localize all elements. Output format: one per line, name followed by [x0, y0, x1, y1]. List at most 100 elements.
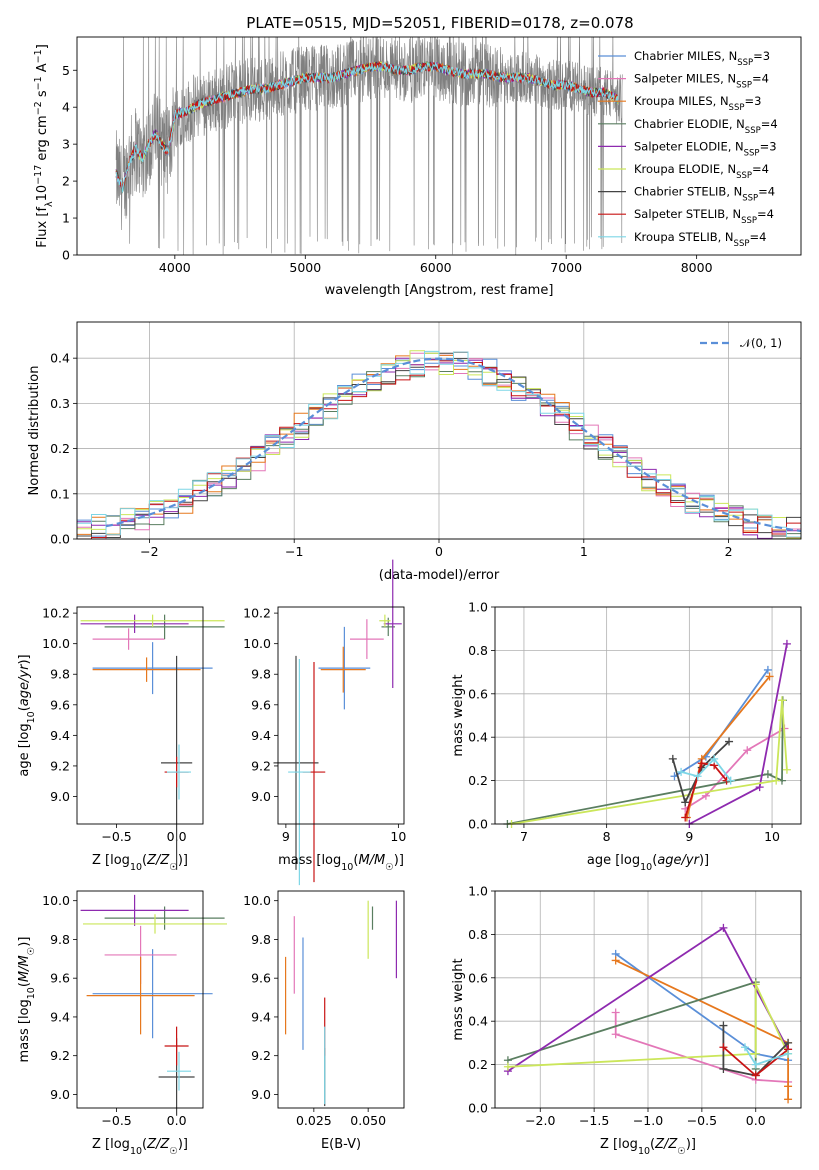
x-tick-label: 9 — [282, 829, 290, 844]
y-tick-label: 0.0 — [468, 817, 488, 832]
legend-nssp: =4 — [758, 185, 775, 199]
legend-sub: SSP — [737, 58, 753, 68]
y-tick-label: 0.4 — [468, 1014, 488, 1029]
residual-plot — [77, 350, 801, 539]
spectrum-data-line — [115, 37, 623, 255]
label-part: ( — [17, 982, 32, 987]
figure-title: PLATE=0515, MJD=52051, FIBERID=0178, z=0… — [246, 14, 633, 32]
y-axis-label: mass weight — [451, 958, 466, 1040]
legend-entry: Chabrier STELIB, NSSP=4 — [634, 185, 775, 204]
label-part: λ — [44, 201, 55, 207]
x-tick-label: 0.0 — [167, 1113, 187, 1128]
x-axis-label: E(B-V) — [321, 1137, 361, 1152]
errorbar-point — [104, 614, 225, 640]
y-tick-label: 10.0 — [243, 893, 271, 908]
mass-weight-marker — [725, 737, 734, 746]
mass-weight-line — [671, 740, 730, 805]
legend-sub: SSP — [729, 103, 745, 113]
age_vs_Z-axes: −0.5 0.09.09.29.49.69.810.010.2Z [log10(Z… — [17, 606, 225, 873]
label-part: 10 — [35, 185, 50, 202]
mass-weight-marker — [719, 1064, 728, 1073]
label-part: 10 — [26, 987, 37, 999]
mass-weight-marker — [611, 1008, 620, 1017]
mass-weight-series-0 — [670, 665, 772, 781]
y-axis-label: Flux [fλ10−17 erg cm−2 s−1 A−1] — [33, 44, 55, 248]
label-part: ( — [142, 853, 147, 868]
label-part: ( — [650, 1137, 655, 1152]
mass-weight-marker — [763, 665, 772, 674]
legend-name: Salpeter MILES, N — [634, 72, 736, 86]
errorbar-point — [164, 1026, 189, 1066]
label-part: −1 — [33, 49, 44, 63]
mass-weight-series-8 — [740, 1043, 793, 1069]
label-part: erg cm — [35, 115, 50, 164]
x-tick-label: 0.0 — [746, 1113, 766, 1128]
x-tick-label: 7000 — [550, 260, 582, 275]
x-tick-label: −2 — [140, 544, 158, 559]
errorbar-point — [86, 956, 195, 1035]
x-tick-label: −0.5 — [101, 1113, 131, 1128]
spectrum-plot — [115, 37, 623, 255]
mass-weight-marker — [697, 759, 706, 768]
spectrum-model-line-8 — [115, 61, 619, 193]
label-part: E(B-V) — [321, 1137, 361, 1152]
y-tick-label: 0 — [62, 248, 70, 263]
mass-weight-marker — [503, 1062, 512, 1071]
mass-weight-marker — [710, 754, 719, 763]
x-axis-label: (data-model)/error — [379, 568, 500, 583]
axes-frame — [76, 890, 204, 1109]
label-part: s — [35, 90, 50, 101]
y-tick-label: 0.0 — [468, 1101, 488, 1116]
label-part: Z [log — [600, 1137, 638, 1152]
mass-weight-series-3 — [503, 696, 787, 828]
label-part: )] — [686, 1137, 696, 1152]
legend-entry: Kroupa ELODIE, NSSP=4 — [634, 162, 769, 181]
y-tick-label: 9.0 — [50, 1087, 70, 1102]
legend-entry: Salpeter ELODIE, NSSP=3 — [634, 139, 777, 158]
label-part: ] — [35, 44, 50, 49]
x-tick-label: −1.5 — [579, 1113, 609, 1128]
label-part: )] — [699, 853, 709, 868]
residuals-axes: −2 −1 0 1 2 0.0 0.1 0.2 0.3 0.4 𝒩(0, 1) (data-model… — [27, 321, 802, 583]
label-part: Z [log — [92, 1137, 130, 1152]
label-part: )] — [178, 853, 188, 868]
mass-weight-marker — [743, 746, 752, 755]
axes-frame — [494, 890, 802, 1109]
y-tick-label: 5 — [62, 63, 70, 78]
x-tick-label: 5000 — [289, 260, 321, 275]
y-tick-label: 2 — [62, 174, 70, 189]
legend-sub: SSP — [734, 239, 750, 249]
x-axis-label: age [log10(age/yr)] — [587, 853, 709, 873]
y-tick-label: 9.6 — [251, 697, 271, 712]
errorbar-point — [167, 1051, 191, 1091]
label-part: )] — [394, 853, 404, 868]
y-tick-label: 0.6 — [468, 686, 488, 701]
label-part: 10 — [130, 1146, 142, 1157]
label-part: M/M — [17, 955, 32, 982]
x-tick-label: 4000 — [159, 260, 191, 275]
axes-frame — [76, 606, 204, 825]
label-part: Z/Z — [146, 1137, 170, 1152]
y-axis-label: mass weight — [451, 674, 466, 756]
label-part: −2 — [33, 101, 44, 115]
mass-weight-marker — [782, 639, 791, 648]
x-tick-label: 8 — [603, 829, 611, 844]
y-tick-label: 9.0 — [50, 789, 70, 804]
legend-nssp: =4 — [757, 207, 774, 221]
label-part: mass [log — [278, 853, 341, 868]
axes-frame — [494, 606, 802, 825]
axes-frame — [76, 321, 802, 540]
label-part: ☉ — [26, 947, 37, 956]
legend-sub: SSP — [741, 216, 757, 226]
y-tick-label: 0.0 — [50, 532, 70, 547]
y-tick-label: 9.4 — [50, 728, 70, 743]
mass-weight-line — [684, 727, 785, 810]
y-tick-label: 9.4 — [251, 728, 271, 743]
mass-weight-line — [686, 675, 771, 818]
legend-name: Kroupa STELIB, N — [634, 230, 734, 244]
label-part: age [log — [17, 723, 32, 776]
label-part: 10 — [26, 711, 37, 723]
label-part: −1 — [33, 76, 44, 90]
